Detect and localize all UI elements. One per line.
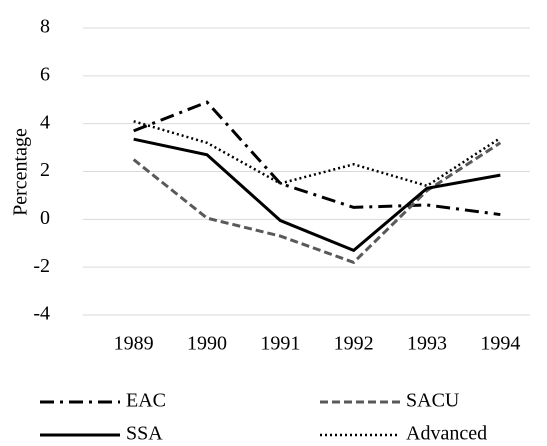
legend-label: EAC bbox=[126, 390, 166, 412]
series-line bbox=[133, 120, 502, 188]
y-tick-label: 0 bbox=[40, 207, 50, 229]
series-line bbox=[133, 137, 501, 253]
y-tick-label: 8 bbox=[40, 16, 50, 38]
legend-label: SSA bbox=[126, 423, 163, 445]
legend-label: SACU bbox=[406, 390, 460, 412]
series-line bbox=[133, 100, 501, 217]
y-axis-label: Percentage bbox=[10, 128, 32, 216]
x-tick-label: 1991 bbox=[260, 333, 300, 355]
x-tick-label: 1994 bbox=[480, 333, 520, 355]
x-tick-label: 1989 bbox=[114, 333, 154, 355]
series-line bbox=[132, 141, 502, 265]
y-tick-label: -4 bbox=[33, 303, 50, 325]
y-tick-label: 4 bbox=[40, 111, 50, 133]
legend-label: Advanced bbox=[406, 423, 487, 445]
y-tick-label: 2 bbox=[40, 159, 50, 181]
x-tick-label: 1992 bbox=[334, 333, 374, 355]
x-tick-label: 1993 bbox=[407, 333, 447, 355]
y-tick-label: 6 bbox=[40, 63, 50, 85]
x-tick-label: 1990 bbox=[187, 333, 227, 355]
y-tick-label: -2 bbox=[33, 255, 50, 277]
